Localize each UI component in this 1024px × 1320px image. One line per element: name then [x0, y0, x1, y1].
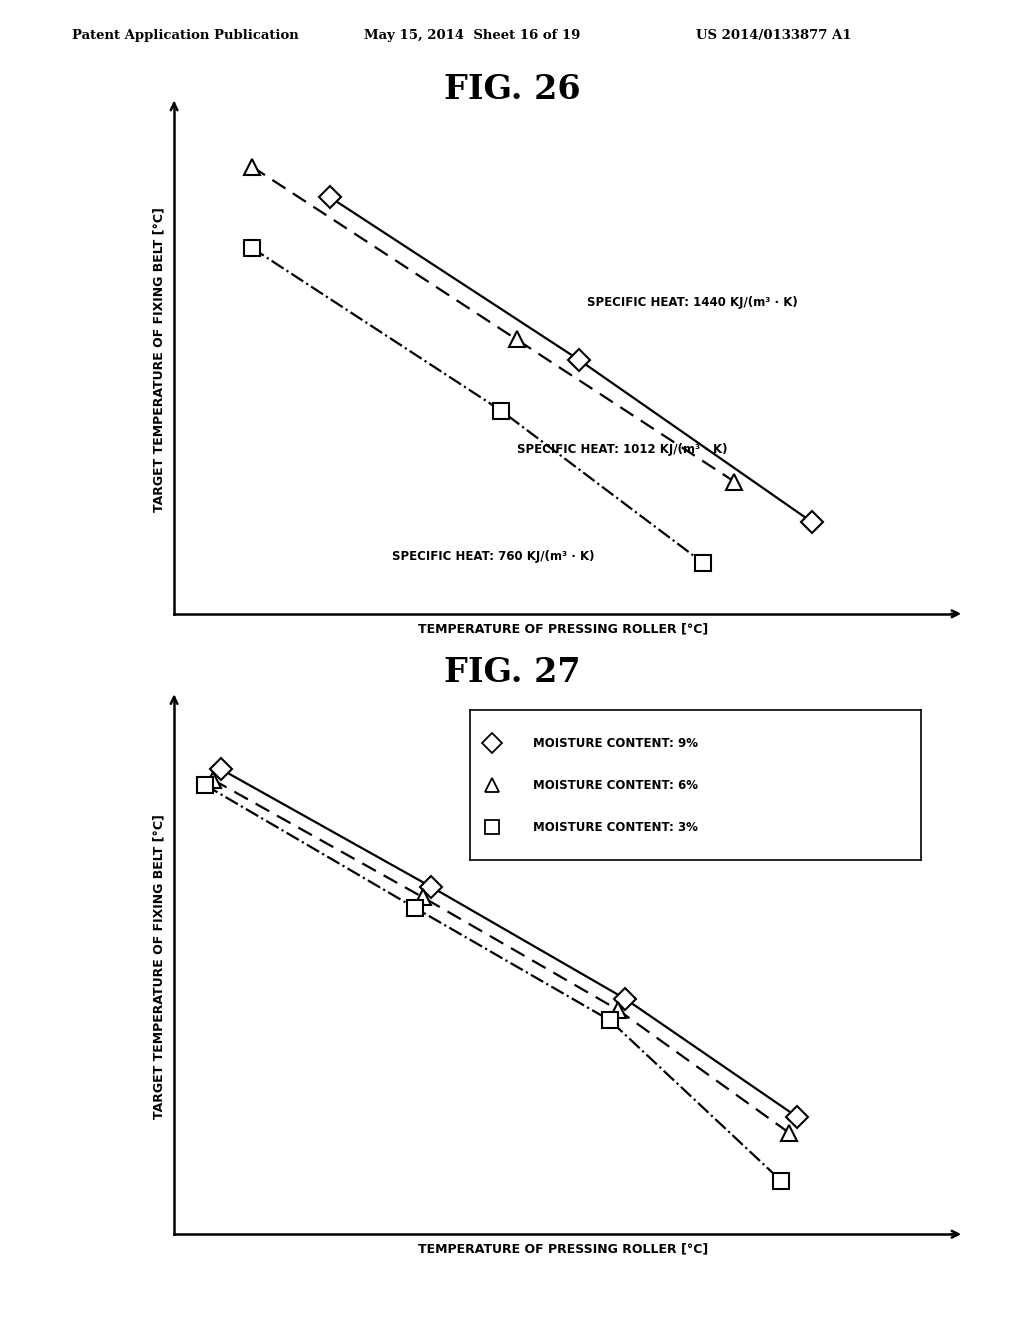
Text: SPECIFIC HEAT: 760 KJ/(m³ · K): SPECIFIC HEAT: 760 KJ/(m³ · K): [392, 550, 595, 562]
Text: May 15, 2014  Sheet 16 of 19: May 15, 2014 Sheet 16 of 19: [364, 29, 580, 42]
Text: SPECIFIC HEAT: 1012 KJ/(m³ · K): SPECIFIC HEAT: 1012 KJ/(m³ · K): [516, 444, 727, 457]
X-axis label: TEMPERATURE OF PRESSING ROLLER [°C]: TEMPERATURE OF PRESSING ROLLER [°C]: [418, 1242, 709, 1255]
Text: SPECIFIC HEAT: 1440 KJ/(m³ · K): SPECIFIC HEAT: 1440 KJ/(m³ · K): [587, 296, 798, 309]
Text: US 2014/0133877 A1: US 2014/0133877 A1: [696, 29, 852, 42]
Y-axis label: TARGET TEMPERATURE OF FIXING BELT [°C]: TARGET TEMPERATURE OF FIXING BELT [°C]: [153, 207, 166, 512]
Y-axis label: TARGET TEMPERATURE OF FIXING BELT [°C]: TARGET TEMPERATURE OF FIXING BELT [°C]: [153, 814, 166, 1119]
Text: Patent Application Publication: Patent Application Publication: [72, 29, 298, 42]
Text: FIG. 26: FIG. 26: [443, 73, 581, 106]
X-axis label: TEMPERATURE OF PRESSING ROLLER [°C]: TEMPERATURE OF PRESSING ROLLER [°C]: [418, 622, 709, 635]
Text: FIG. 27: FIG. 27: [443, 656, 581, 689]
